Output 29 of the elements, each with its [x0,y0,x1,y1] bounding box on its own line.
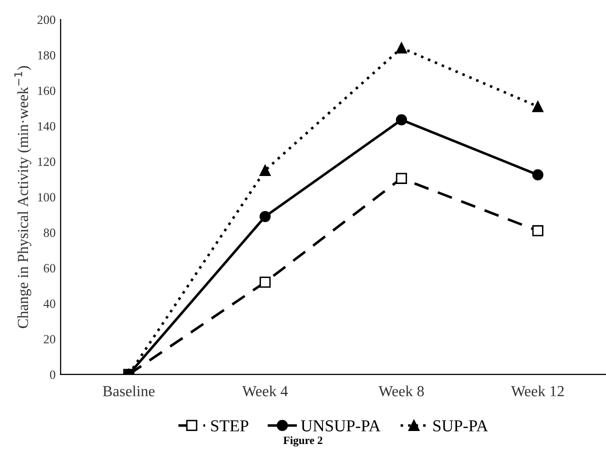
point [260,210,271,222]
point [396,42,408,54]
x-tick-label: Week 4 [242,386,288,396]
y-tick-label: 120 [38,158,56,166]
y-tick-label: 160 [38,86,56,96]
x-tick-label: Week 8 [378,386,424,396]
point [532,100,544,112]
y-axis-title: Change in Physical Activity (min·week$^{−1}$) [14,66,32,328]
y-tick-label: 140 [38,122,56,130]
y-tick-label: 180 [38,51,56,60]
legend-label: UNSUP-PA [300,420,380,432]
caption: Figure 2 [283,436,322,446]
legend-label: SUP-PA [433,420,488,432]
y-tick-label: 40 [43,300,56,308]
point [396,114,408,126]
point [532,169,544,180]
legend-label: STEP [211,420,248,432]
point [532,225,544,236]
y-tick-label: 100 [38,193,56,202]
y-tick-label: 80 [44,228,56,237]
y-tick-label: 200 [38,16,56,24]
y-tick-label: 20 [44,335,56,344]
y-tick-label: 0 [50,370,56,379]
point [396,172,408,184]
point [260,276,271,288]
y-tick-label: 60 [44,264,56,272]
x-tick-label: Baseline [102,386,155,396]
x-tick-label: Week 12 [511,386,564,396]
point [260,164,271,176]
